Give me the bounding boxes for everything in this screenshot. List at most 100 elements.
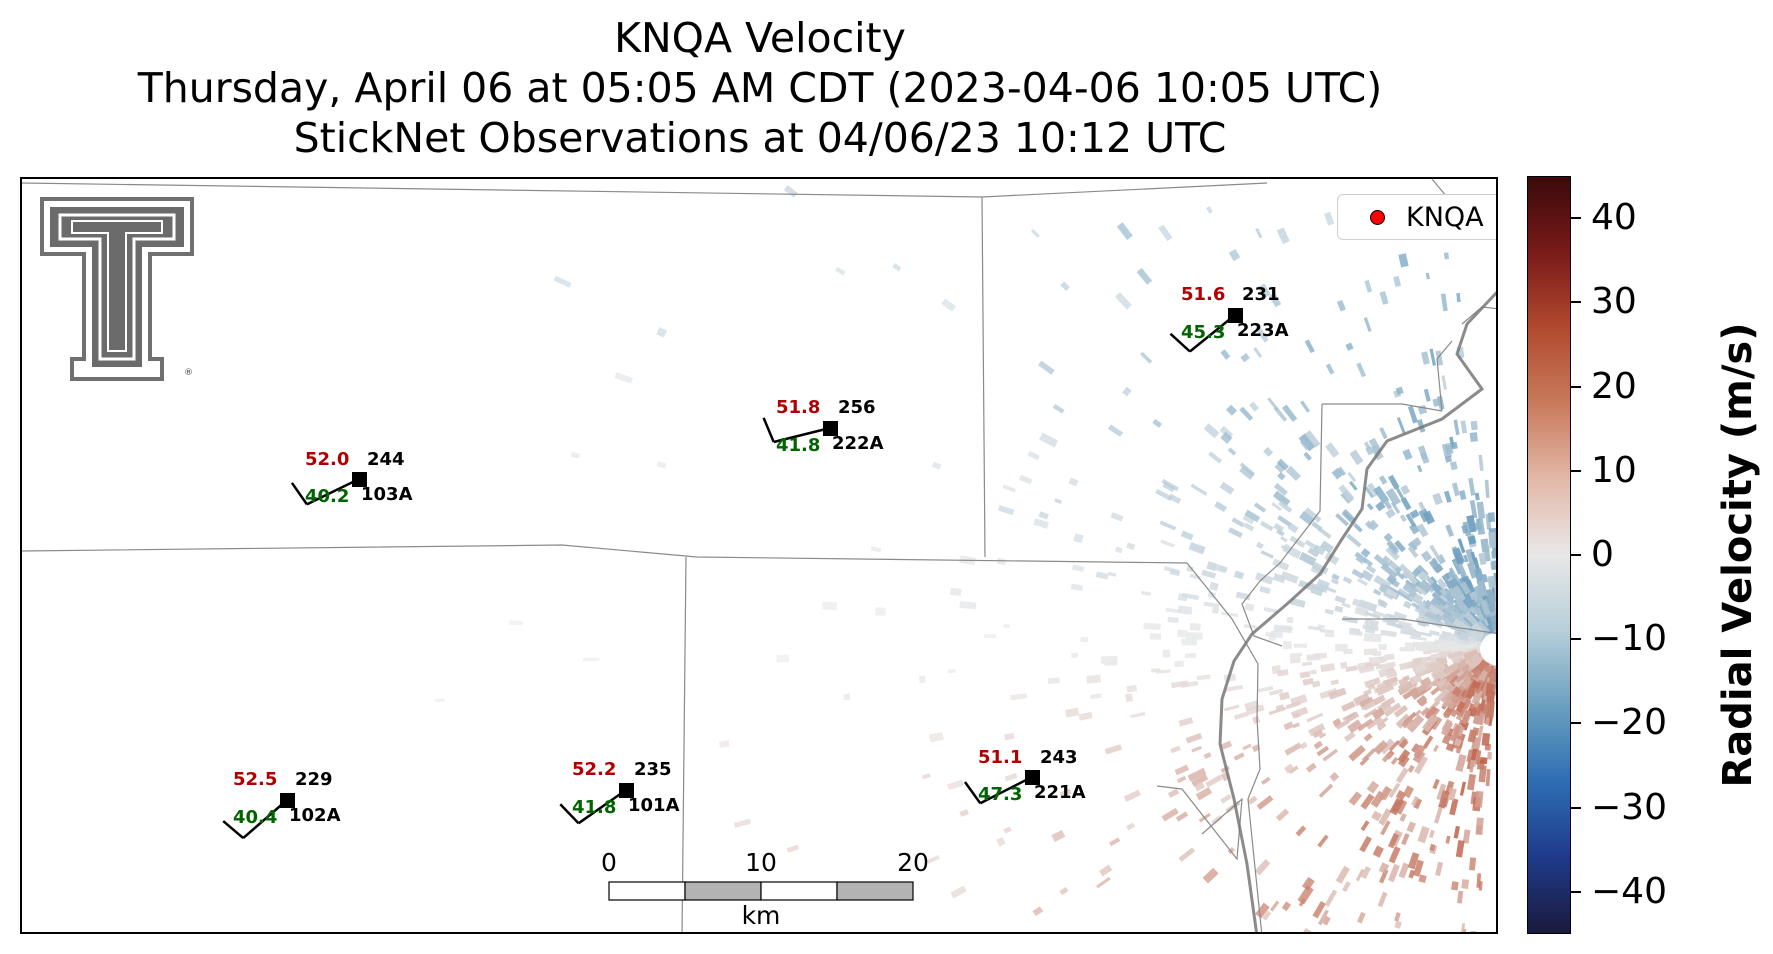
county-borders [22,179,1496,932]
radar-gate [1451,585,1464,598]
radar-gate [1161,478,1179,492]
radar-gate [1414,663,1427,674]
radar-gate [1462,829,1471,844]
radar-gate [1465,684,1477,700]
radar-gate [1052,403,1065,414]
radar-gate [1389,797,1404,816]
radar-gate [1060,281,1070,291]
radar-gate [1394,912,1401,922]
radar-gate [1125,693,1133,703]
radar-gate [1407,405,1418,424]
radar-gate [1455,598,1472,616]
radar-gate [1428,629,1440,637]
radar-gate [1385,668,1397,679]
radar-gate [1349,480,1358,491]
radar-gate [1429,544,1442,562]
radar-gate [1181,638,1197,646]
radar-gate [1418,501,1426,511]
radar-gate [1244,509,1261,523]
colorbar-tick [1571,301,1581,304]
radar-gate [1269,292,1282,308]
radar-gate [1439,588,1448,597]
radar-gate [1372,845,1384,858]
radar-gate [1378,583,1388,593]
radar-gate [1324,633,1335,638]
radar-gate [1320,663,1336,673]
radar-gate [1453,419,1460,436]
radar-gate [1303,451,1312,461]
radar-gate [1375,681,1395,696]
radar-gate [1360,793,1375,810]
radar-gate [947,779,964,791]
radar-gate [1428,604,1440,616]
radar-gate [1445,742,1455,752]
station-id: 221A [1034,782,1086,803]
radar-gate [553,275,572,288]
radar-gate [1301,661,1313,666]
radar-gate [1273,522,1285,533]
radar-gate [1414,755,1428,775]
map-legend: KNQA [1337,194,1496,240]
radar-gate [1398,253,1409,268]
radar-gate [1413,797,1422,810]
station-temperature: 51.6 [1181,284,1226,305]
radar-gate [1140,351,1153,364]
radar-gate [1272,558,1290,571]
radar-gate [1433,563,1444,574]
radar-gate [1379,661,1396,670]
radar-gate [941,298,957,312]
radar-gate [1304,539,1319,551]
radar-gate [1379,290,1389,305]
radar-gate [1478,552,1487,566]
radar-gate [1424,611,1442,624]
radar-gate [1379,869,1389,884]
radar-gate [1297,885,1314,905]
radar-gate [1143,622,1161,630]
radar-gate [1343,731,1356,742]
radar-gate [1325,363,1335,375]
radar-gate [1371,810,1382,822]
radar-gate [1480,538,1490,553]
radar-gate [1341,602,1351,609]
radar-gate [1381,751,1392,763]
radar-gate [1394,486,1407,503]
radar-gate [1255,325,1269,343]
radar-gate [1345,665,1359,673]
radar-gate [1464,596,1477,610]
radar-gate [948,669,956,673]
radar-gate [1224,684,1243,692]
radar-gate [570,451,580,459]
radar-gate [1445,668,1462,682]
radar-gate [1472,714,1480,725]
radar-gate [1376,716,1389,728]
scale-bar [608,881,914,901]
station-id: 101A [628,795,680,816]
radar-gate [1239,465,1255,480]
radar-gate [1249,401,1260,412]
radar-gate [1233,711,1249,720]
colorbar-tick-label: −40 [1591,870,1667,912]
radar-gate [1380,820,1391,836]
radar-gate [1331,573,1340,581]
radar-gate [1396,590,1413,603]
radar-gate [1474,568,1485,582]
radar-gate [1345,342,1354,351]
wind-barb-staff [242,799,288,840]
radar-gate [1408,869,1416,879]
radar-gate [1304,339,1315,354]
radar-gate [875,607,886,616]
radar-gate [1444,599,1457,612]
radar-gate [1160,539,1175,548]
radar-gate [1324,211,1335,226]
radar-gate [1283,721,1294,731]
radar-gate [1377,891,1388,908]
radar-gate [1451,686,1463,698]
radar-gate [1387,474,1400,490]
radar-gate [1421,714,1439,733]
radar-gate [1152,418,1163,428]
texas-tech-double-t-logo: ® [40,197,194,381]
radar-gate [1032,906,1044,917]
map-panel[interactable]: ® KNQA 0 10 20 km 52.0 244 40.2 103A 51.… [20,177,1498,934]
radar-gate [1187,767,1207,782]
scale-segment [684,881,762,901]
